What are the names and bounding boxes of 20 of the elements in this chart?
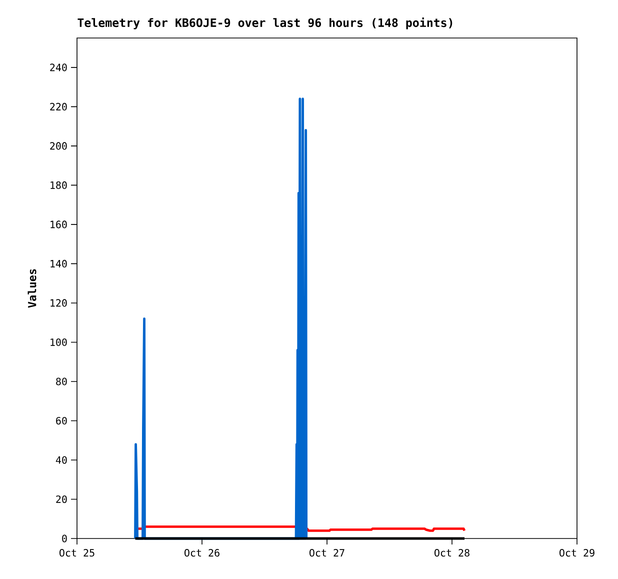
y-tick-label: 220 [50,102,67,110]
y-tick-label: 240 [50,64,67,72]
x-tick-label: Oct 27 [310,549,344,557]
x-tick-label: Oct 26 [184,549,220,557]
y-tick-label: 140 [50,260,67,268]
y-tick-label: 180 [50,181,67,189]
y-tick-label: 40 [56,456,67,464]
y-tick-label: 100 [50,338,67,346]
y-tick-label: 60 [56,416,67,425]
y-tick-label: 80 [56,378,67,386]
y-tick-label: 0 [62,534,67,542]
y-tick-label: 120 [50,299,67,307]
x-tick-label: Oct 29 [560,549,594,557]
y-tick-label: 20 [56,495,67,504]
y-tick-label: 200 [50,142,67,150]
y-tick-label: 160 [50,220,67,228]
x-tick-label: Oct 28 [434,549,470,557]
chart-title: Telemetry for KB6OJE-9 over last 96 hours (148 points) [78,17,452,30]
x-tick-label: Oct 25 [60,549,94,557]
y-axis-title: Values [28,269,36,308]
